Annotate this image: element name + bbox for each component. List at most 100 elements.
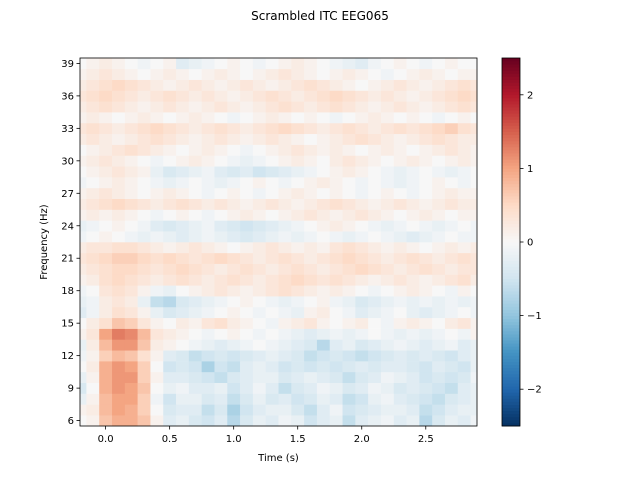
heatmap-cell: [457, 404, 471, 416]
heatmap-cell: [342, 285, 356, 297]
heatmap-cell: [214, 166, 228, 178]
heatmap-cell: [291, 220, 305, 232]
heatmap-cell: [112, 144, 126, 156]
heatmap-cell: [278, 133, 292, 145]
heatmap-cell: [86, 306, 100, 319]
heatmap-cell: [419, 328, 433, 340]
heatmap-cell: [150, 306, 164, 319]
heatmap-cell: [342, 209, 356, 221]
colorbar-segment: [502, 294, 520, 298]
heatmap-cell: [291, 231, 305, 243]
heatmap-cell: [470, 68, 478, 80]
heatmap-cell: [112, 382, 126, 394]
heatmap-cell: [163, 58, 177, 70]
heatmap-cell: [227, 339, 241, 351]
heatmap-cell: [99, 144, 113, 156]
heatmap-cell: [419, 306, 433, 319]
heatmap-cell: [406, 328, 420, 340]
heatmap-cell: [265, 242, 279, 254]
colorbar-segment: [502, 367, 520, 372]
heatmap-cell: [137, 220, 151, 232]
heatmap-cell: [112, 112, 126, 124]
heatmap-cell: [163, 274, 177, 286]
heatmap-cell: [188, 274, 202, 286]
heatmap-cell: [150, 231, 164, 243]
heatmap-cell: [329, 328, 343, 340]
heatmap-cell: [380, 177, 395, 189]
heatmap-cell: [316, 252, 331, 264]
colorbar-segment: [502, 196, 520, 200]
heatmap-cell: [214, 274, 228, 286]
heatmap-cell: [99, 252, 113, 264]
colorbar-segment: [502, 97, 520, 102]
heatmap-cell: [278, 220, 292, 232]
heatmap-cell: [80, 79, 87, 91]
colorbar-segment: [502, 73, 520, 77]
heatmap-cell: [201, 177, 215, 189]
heatmap-cell: [355, 79, 369, 91]
heatmap-cell: [278, 112, 292, 124]
heatmap-cell: [470, 328, 478, 340]
heatmap-cell: [112, 122, 126, 135]
heatmap-cell: [99, 317, 113, 329]
heatmap-cell: [444, 68, 459, 80]
heatmap-cell: [316, 339, 331, 351]
heatmap-cell: [99, 339, 113, 351]
colorbar-segment: [502, 303, 520, 307]
heatmap-cell: [112, 361, 126, 373]
colorbar-segment: [502, 159, 520, 163]
heatmap-cell: [406, 220, 420, 232]
heatmap-cell: [444, 122, 459, 135]
heatmap-cell: [227, 317, 241, 329]
heatmap-cell: [380, 242, 395, 254]
heatmap-cell: [112, 101, 126, 113]
heatmap-cell: [80, 101, 87, 113]
heatmap-cell: [124, 112, 138, 124]
heatmap-cell: [355, 58, 369, 70]
heatmap-cell: [227, 415, 241, 427]
heatmap-cell: [124, 339, 138, 351]
heatmap-cell: [457, 285, 471, 297]
heatmap-cell: [252, 371, 266, 383]
heatmap-cell: [150, 415, 164, 427]
heatmap-cell: [393, 112, 407, 124]
heatmap-cell: [291, 79, 305, 91]
heatmap-cell: [176, 209, 190, 221]
heatmap-cell: [99, 101, 113, 113]
heatmap-cell: [406, 68, 420, 80]
heatmap-cell: [432, 101, 446, 113]
heatmap-cell: [470, 122, 478, 135]
heatmap-cell: [393, 209, 407, 221]
heatmap-cell: [252, 198, 266, 210]
heatmap-cell: [124, 90, 138, 102]
heatmap-cell: [419, 274, 433, 286]
heatmap-cell: [291, 285, 305, 297]
heatmap-cell: [137, 198, 151, 210]
heatmap-cell: [278, 58, 292, 70]
heatmap-cell: [380, 404, 395, 416]
colorbar-segment: [502, 361, 520, 366]
heatmap-cell: [252, 155, 266, 167]
heatmap-cell: [419, 285, 433, 297]
heatmap-cell: [444, 166, 459, 178]
heatmap-cell: [265, 90, 279, 102]
heatmap-cell: [124, 285, 138, 297]
heatmap-cell: [86, 144, 100, 156]
heatmap-cell: [214, 306, 228, 319]
heatmap-cell: [124, 415, 138, 427]
heatmap-cell: [470, 317, 478, 329]
heatmap-cell: [368, 58, 382, 70]
heatmap-cell: [278, 371, 292, 383]
heatmap-cell: [304, 101, 318, 113]
heatmap-cell: [393, 328, 407, 340]
heatmap-cell: [265, 415, 279, 427]
x-tick-label: 1.5: [290, 434, 306, 445]
colorbar-segment: [502, 321, 520, 326]
heatmap-cell: [444, 198, 459, 210]
colorbar-segment: [502, 407, 520, 412]
heatmap-cell: [124, 155, 138, 167]
heatmap-cell: [444, 296, 459, 308]
heatmap-cell: [214, 285, 228, 297]
heatmap-cell: [419, 393, 433, 405]
heatmap-cell: [86, 79, 100, 91]
